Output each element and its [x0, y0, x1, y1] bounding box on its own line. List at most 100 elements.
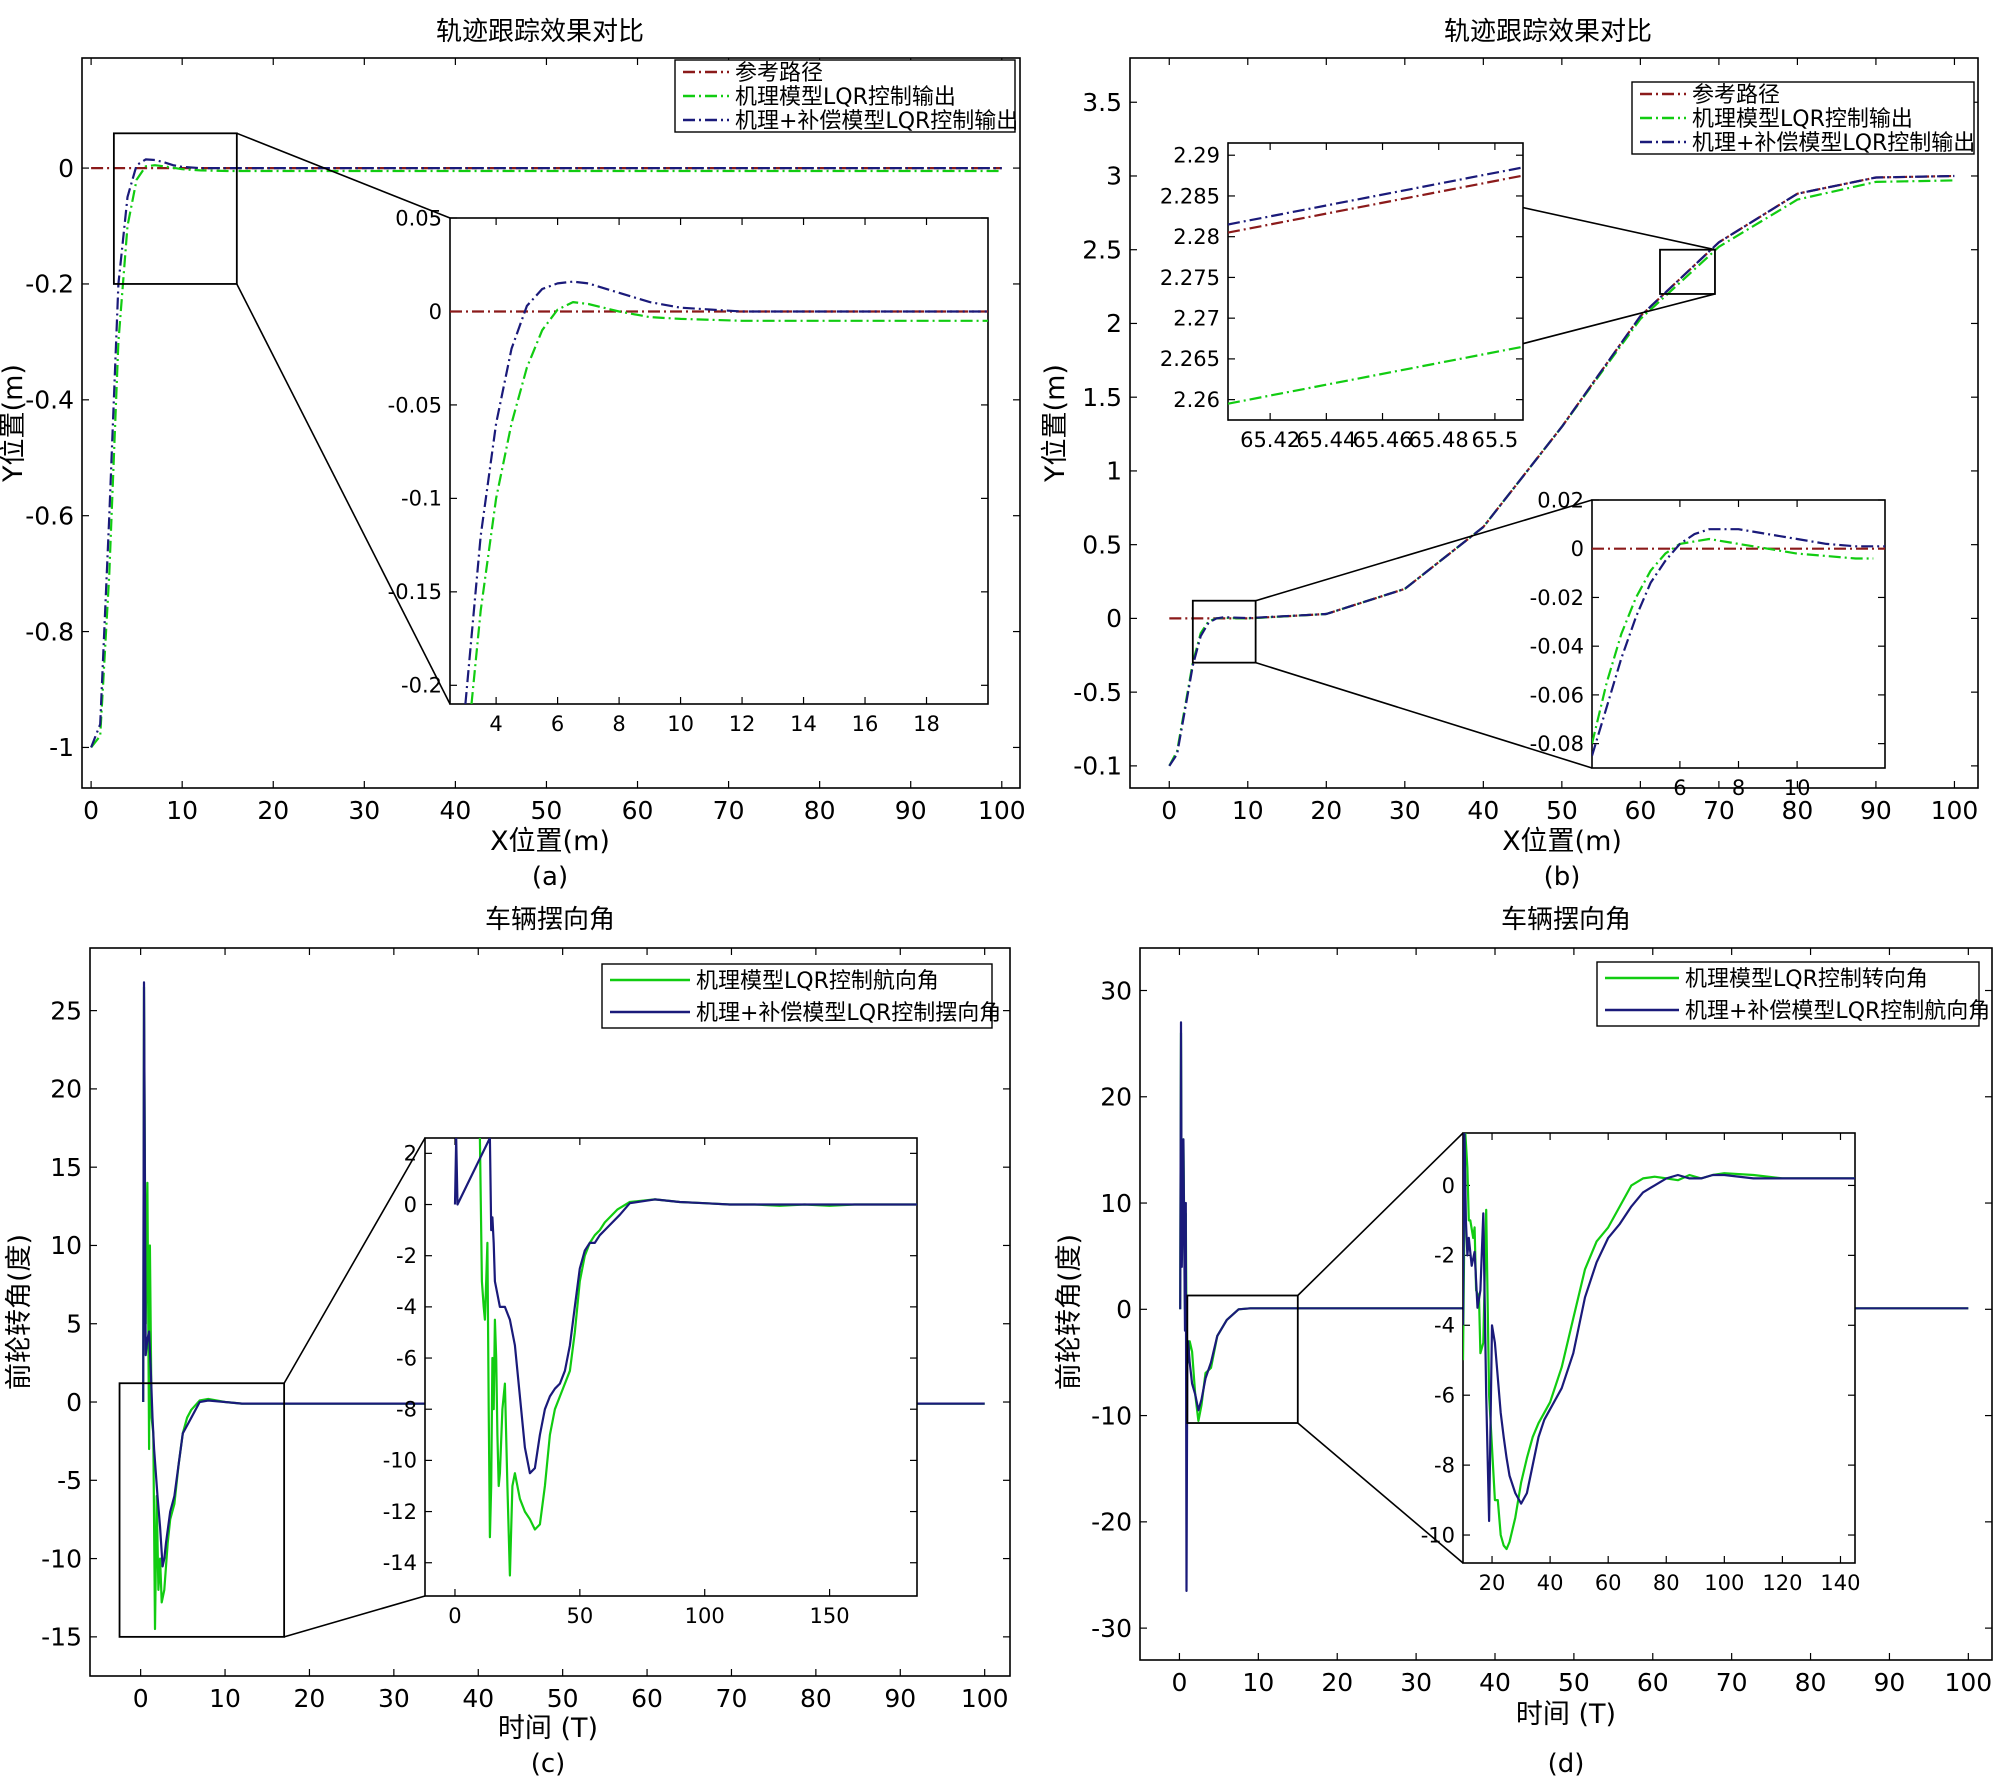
inset-top-xtick-label: 65.44	[1296, 428, 1356, 452]
main-xtick-label: 10	[1242, 1668, 1274, 1697]
legend-label: 机理+补偿模型LQR控制输出	[1692, 131, 1975, 156]
main-ytick-label: 0	[58, 154, 74, 183]
inset-ytick-label: -12	[383, 1500, 417, 1524]
inset-bottom-plot-area	[1591, 499, 1886, 769]
main-xtick-label: 80	[800, 1684, 832, 1713]
inset-connector	[236, 283, 451, 705]
main-series-line	[90, 158, 1002, 748]
main-ytick-label: 10	[50, 1231, 82, 1260]
inset-top-xtick-label: 65.48	[1409, 428, 1469, 452]
main-ytick-label: -0.2	[25, 270, 74, 299]
inset-bottom-xtick-label: 10	[1784, 776, 1811, 800]
main-series-line	[1168, 174, 1955, 767]
inset-xtick-label: 4	[489, 712, 502, 736]
main-ytick-label: -0.4	[25, 386, 74, 415]
inset-ytick-label: -0.15	[388, 580, 442, 604]
y-axis-label: Y位置(m)	[0, 364, 29, 483]
inset-series-line	[464, 280, 988, 704]
main-ytick-label: 0	[1116, 1295, 1132, 1324]
main-xtick-label: 40	[1479, 1668, 1511, 1697]
inset-top-ytick-label: 2.28	[1173, 225, 1220, 249]
inset-xtick-label: 80	[1653, 1571, 1680, 1595]
inset-xtick-label: 100	[1704, 1571, 1744, 1595]
main-ytick-label: 15	[50, 1153, 82, 1182]
main-ytick-label: 30	[1100, 976, 1132, 1005]
legend-label: 机理模型LQR控制输出	[735, 85, 956, 110]
main-xtick-label: 10	[1232, 796, 1264, 825]
inset-xtick-label: 0	[448, 1604, 461, 1628]
main-xtick-label: 20	[257, 796, 289, 825]
inset-ytick-label: 0	[1442, 1174, 1455, 1198]
main-xtick-label: 70	[1703, 796, 1735, 825]
main-xtick-label: 80	[1795, 1668, 1827, 1697]
inset-plot-area	[1462, 1132, 1856, 1564]
main-xtick-label: 90	[884, 1684, 916, 1713]
main-ytick-label: 10	[1100, 1189, 1132, 1218]
inset-series-line	[470, 301, 988, 704]
legend-label: 机理模型LQR控制转向角	[1685, 967, 1928, 992]
inset-series-line	[1463, 1133, 1855, 1523]
inset-ytick-label: -8	[396, 1398, 417, 1422]
inset-xtick-label: 10	[667, 712, 694, 736]
main-ytick-label: -15	[41, 1623, 82, 1652]
inset-bottom-ytick-label: -0.02	[1530, 586, 1584, 610]
y-axis-label: 前轮转角(度)	[1054, 1234, 1085, 1390]
main-xtick-label: 30	[378, 1684, 410, 1713]
main-xtick-label: 0	[1161, 796, 1177, 825]
inset-top-zoom-box	[1659, 248, 1716, 295]
main-xtick-label: 30	[348, 796, 380, 825]
main-ytick-label: 20	[50, 1075, 82, 1104]
inset-zoom-box	[1186, 1294, 1299, 1424]
inset-top-ytick-label: 2.285	[1160, 184, 1220, 208]
inset-zoom-box	[112, 132, 238, 285]
main-series-line	[1168, 179, 1955, 767]
inset-xtick-label: 40	[1537, 1571, 1564, 1595]
inset-xtick-label: 16	[852, 712, 879, 736]
main-ytick-label: 1.5	[1082, 383, 1122, 412]
inset-bottom-ytick-label: -0.06	[1530, 683, 1584, 707]
main-xtick-label: 70	[713, 796, 745, 825]
main-xtick-label: 50	[547, 1684, 579, 1713]
main-ytick-label: -10	[41, 1544, 82, 1573]
inset-bottom-ytick-label: -0.08	[1530, 732, 1584, 756]
legend-label: 机理+补偿模型LQR控制摆向角	[696, 1001, 1001, 1026]
inset-series-line	[453, 1138, 917, 1475]
main-ytick-label: -20	[1091, 1508, 1132, 1537]
main-ytick-label: -0.6	[25, 501, 74, 530]
legend-box	[674, 59, 1016, 133]
inset-ytick-label: -4	[1434, 1314, 1455, 1338]
inset-top-ytick-label: 2.27	[1173, 307, 1220, 331]
inset-top-ytick-label: 2.265	[1160, 347, 1220, 371]
inset-bottom-connector	[1255, 499, 1593, 602]
main-ytick-label: 0	[66, 1388, 82, 1417]
main-xtick-label: 70	[716, 1684, 748, 1713]
inset-connector	[1297, 1132, 1464, 1297]
main-xtick-label: 60	[631, 1684, 663, 1713]
main-ytick-label: 3.5	[1082, 88, 1122, 117]
inset-zoom-box	[118, 1382, 286, 1638]
main-xtick-label: 10	[166, 796, 198, 825]
inset-plot-area	[449, 217, 989, 705]
legend-box	[1596, 961, 1980, 1027]
inset-top-xtick-label: 65.46	[1352, 428, 1412, 452]
inset-ytick-label: -0.05	[388, 393, 442, 417]
chart-d: 0 10 20 30 40 50 60 70 80 90 1003020100-10-20-30车辆…	[1054, 905, 1993, 1779]
inset-ytick-label: -4	[396, 1295, 417, 1319]
inset-top-ytick-label: 2.29	[1173, 144, 1220, 168]
main-xtick-label: 90	[895, 796, 927, 825]
x-axis-label: X位置(m)	[1502, 826, 1622, 857]
main-xtick-label: 50	[531, 796, 563, 825]
main-xtick-label: 40	[462, 1684, 494, 1713]
chart-title: 轨迹跟踪效果对比	[1444, 17, 1652, 47]
inset-ytick-label: 0.05	[395, 206, 442, 230]
inset-ytick-label: 0	[429, 300, 442, 324]
panel-caption: (b)	[1544, 862, 1581, 892]
legend-box	[601, 963, 993, 1029]
inset-series-line	[1463, 1133, 1855, 1551]
main-xtick-label: 90	[1874, 1668, 1906, 1697]
inset-top-plot-area	[1227, 142, 1524, 421]
y-axis-label: Y位置(m)	[1040, 364, 1071, 483]
main-ytick-label: 20	[1100, 1083, 1132, 1112]
inset-bottom-connector	[1255, 661, 1593, 769]
